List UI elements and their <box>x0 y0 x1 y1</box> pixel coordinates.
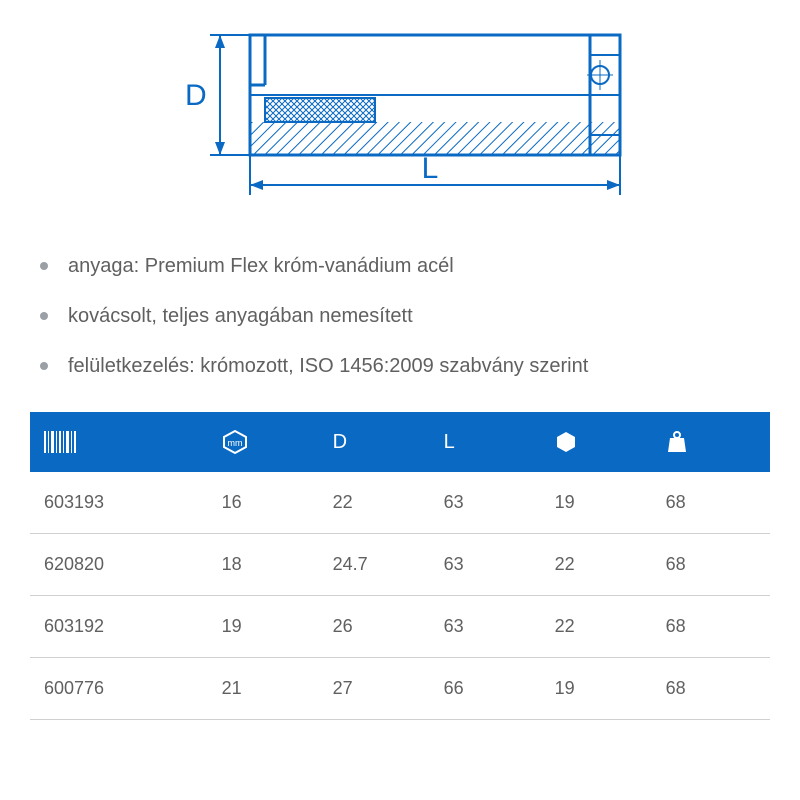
spec-table: mm D L 603193 16 22 63 19 <box>30 412 770 720</box>
col-d: D <box>319 412 430 472</box>
hexagon-icon <box>555 431 577 453</box>
dim-label-l: L <box>422 152 439 185</box>
cell-weight: 68 <box>652 534 770 596</box>
list-item: anyaga: Premium Flex króm-vanádium acél <box>40 250 770 282</box>
cell-weight: 68 <box>652 658 770 720</box>
cell-hex: 22 <box>541 534 652 596</box>
barcode-icon <box>44 431 78 453</box>
table-row: 620820 18 24.7 63 22 68 <box>30 534 770 596</box>
cell-l: 66 <box>430 658 541 720</box>
cell-d: 27 <box>319 658 430 720</box>
cell-size: 18 <box>208 534 319 596</box>
socket-diagram: D L <box>150 20 650 220</box>
cell-d: 26 <box>319 596 430 658</box>
svg-text:mm: mm <box>227 438 242 448</box>
col-weight <box>652 412 770 472</box>
col-hex <box>541 412 652 472</box>
table-body: 603193 16 22 63 19 68 620820 18 24.7 63 … <box>30 472 770 720</box>
cell-code: 603193 <box>30 472 208 534</box>
cell-d: 24.7 <box>319 534 430 596</box>
cell-code: 603192 <box>30 596 208 658</box>
table-row: 600776 21 27 66 19 68 <box>30 658 770 720</box>
cell-d: 22 <box>319 472 430 534</box>
list-item: felületkezelés: krómozott, ISO 1456:2009… <box>40 350 770 382</box>
cell-size: 16 <box>208 472 319 534</box>
cell-l: 63 <box>430 472 541 534</box>
cell-l: 63 <box>430 596 541 658</box>
table-row: 603193 16 22 63 19 68 <box>30 472 770 534</box>
table-row: 603192 19 26 63 22 68 <box>30 596 770 658</box>
cell-hex: 22 <box>541 596 652 658</box>
list-item: kovácsolt, teljes anyagában nemesített <box>40 300 770 332</box>
cell-size: 19 <box>208 596 319 658</box>
hex-mm-icon: mm <box>222 430 248 454</box>
col-l: L <box>430 412 541 472</box>
dim-label-d: D <box>185 79 207 112</box>
cell-weight: 68 <box>652 596 770 658</box>
table-header-row: mm D L <box>30 412 770 472</box>
cell-weight: 68 <box>652 472 770 534</box>
cell-code: 620820 <box>30 534 208 596</box>
col-size-mm: mm <box>208 412 319 472</box>
col-barcode <box>30 412 208 472</box>
cell-size: 21 <box>208 658 319 720</box>
feature-list: anyaga: Premium Flex króm-vanádium acél … <box>40 250 770 382</box>
cell-hex: 19 <box>541 658 652 720</box>
diagram-container: D L <box>30 20 770 220</box>
weight-icon <box>666 431 688 453</box>
cell-l: 63 <box>430 534 541 596</box>
cell-code: 600776 <box>30 658 208 720</box>
cell-hex: 19 <box>541 472 652 534</box>
